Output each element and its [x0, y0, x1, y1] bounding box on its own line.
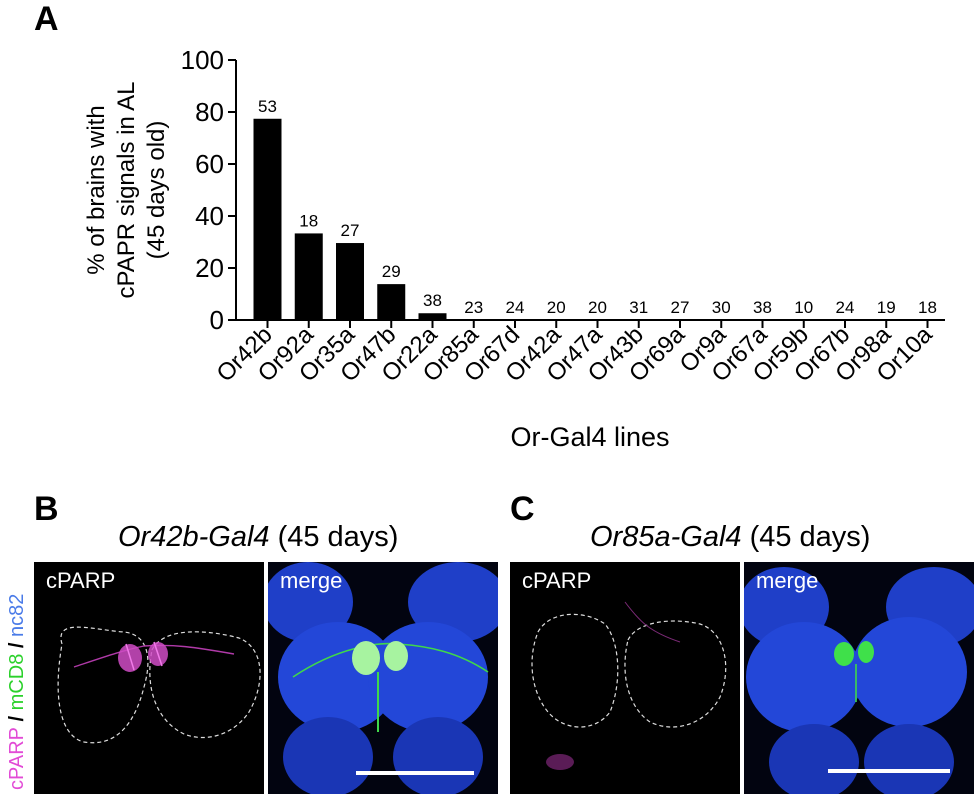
panel-c-cparp-label: cPARP — [522, 568, 592, 593]
bar-n-label: 30 — [712, 298, 731, 317]
bar-n-label: 27 — [341, 221, 360, 240]
panel-label-c: C — [510, 490, 535, 528]
bar-n-label: 53 — [258, 97, 277, 116]
y-tick-label: 0 — [210, 305, 224, 335]
bar-n-label: 24 — [836, 298, 855, 317]
panel-b-cparp-image: cPARP — [34, 562, 264, 794]
panel-c-cparp-image: cPARP — [510, 562, 740, 794]
bar — [294, 233, 323, 320]
bar — [377, 284, 406, 320]
bar-n-label: 18 — [299, 211, 318, 230]
channel-sep-2: / — [6, 637, 28, 654]
y-tick-label: 80 — [195, 97, 224, 127]
bar — [336, 243, 364, 320]
panel-c-title: Or85a-Gal4 (45 days) — [590, 521, 870, 554]
panel-b-scale-bar — [356, 771, 474, 775]
y-axis-label: % of brains with — [83, 105, 110, 274]
panel-b-age: (45 days) — [269, 521, 399, 553]
panel-c-genotype: Or85a-Gal4 — [590, 521, 742, 553]
panel-label-a: A — [34, 0, 59, 38]
panel-b-cparp-label: cPARP — [46, 568, 116, 593]
bar-n-label: 20 — [588, 298, 607, 317]
x-axis-label: Or-Gal4 lines — [510, 422, 669, 452]
bar-n-label: 27 — [671, 298, 690, 317]
channel-cparp: cPARP — [6, 727, 28, 790]
channel-nc82: nc82 — [6, 593, 28, 637]
bar-n-label: 38 — [423, 291, 442, 310]
y-tick-label: 60 — [195, 149, 224, 179]
panel-b-merge-label: merge — [280, 568, 343, 593]
bar — [253, 118, 282, 320]
bar-n-label: 31 — [629, 298, 648, 317]
y-tick-label: 100 — [181, 45, 224, 75]
panel-c-age: (45 days) — [741, 521, 871, 553]
y-tick-label: 20 — [195, 253, 224, 283]
panel-label-b: B — [34, 490, 59, 528]
bar-chart: 0 20 40 60 80 100 % of brains with cPAPR signal… — [83, 45, 945, 452]
channel-label: cPARP / mCD8 / nc82 — [6, 594, 29, 790]
panel-c-scale-bar — [828, 769, 950, 773]
bar-n-label: 10 — [794, 298, 813, 317]
y-axis-label: cPAPR signals in AL — [113, 82, 140, 299]
panel-b-merge-image: merge — [268, 562, 498, 794]
y-tick-label: 40 — [195, 201, 224, 231]
bar-n-label: 38 — [753, 298, 772, 317]
panel-b-cparp-graphic — [57, 626, 261, 744]
bar-n-label: 18 — [918, 298, 937, 317]
panel-c-merge-graphic — [744, 562, 974, 794]
panel-b-merge-graphic — [268, 562, 498, 794]
channel-sep-1: / — [6, 710, 28, 728]
bar-n-label: 29 — [382, 262, 401, 281]
bar-n-label: 24 — [506, 298, 525, 317]
panel-c-merge-label: merge — [756, 568, 819, 593]
bar-n-label: 23 — [464, 298, 483, 317]
panel-b-title: Or42b-Gal4 (45 days) — [118, 521, 398, 554]
panel-c-cparp-graphic — [531, 601, 727, 770]
panel-c-merge-image: merge — [744, 562, 974, 794]
bar-n-label: 20 — [547, 298, 566, 317]
bar-n-label: 19 — [877, 298, 896, 317]
channel-mcd8: mCD8 — [6, 653, 28, 711]
panel-b-genotype: Or42b-Gal4 — [118, 521, 270, 553]
y-axis-label: (45 days old) — [143, 121, 170, 260]
bar — [418, 313, 447, 320]
